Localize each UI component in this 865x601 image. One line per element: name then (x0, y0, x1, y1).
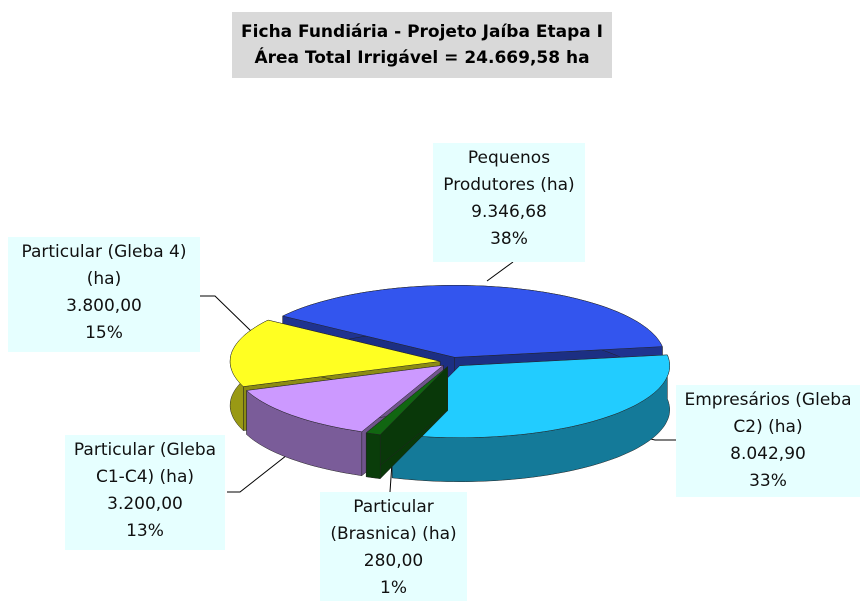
data-label: Empresários (Gleba C2) (ha) 8.042,90 33% (676, 385, 860, 497)
label-value: 280,00 (363, 551, 424, 571)
label-value: 8.042,90 (730, 444, 806, 464)
pie (229, 285, 670, 482)
slice-side (365, 432, 381, 479)
label-value: 9.346,68 (471, 202, 547, 222)
slice (365, 366, 448, 435)
slice (281, 285, 663, 358)
leader-line (200, 295, 253, 333)
title-box: Ficha Fundiária - Projeto Jaíba Etapa I … (232, 12, 612, 78)
label-percent: 15% (85, 323, 123, 343)
label-percent: 38% (490, 229, 528, 249)
label-percent: 1% (380, 578, 407, 598)
data-label: Particular (Gleba C1-C4) (ha) 3.200,00 13% (65, 435, 225, 550)
chart-title: Área Total Irrigável = 24.669,58 ha (254, 48, 590, 68)
label-name: Pequenos Produtores (ha) (443, 148, 575, 195)
chart-title: Ficha Fundiária - Projeto Jaíba Etapa I (241, 22, 603, 42)
data-label: Pequenos Produtores (ha) 9.346,68 38% (433, 143, 585, 262)
label-name: Particular (Gleba 4) (ha) (21, 242, 187, 289)
slice (391, 354, 670, 438)
label-percent: 13% (126, 521, 164, 541)
label-name: Particular (Gleba C1-C4) (ha) (73, 440, 217, 487)
slice (246, 364, 445, 432)
label-value: 3.800,00 (66, 296, 142, 316)
slice (229, 319, 441, 387)
label-name: Particular (Brasnica) (ha) (330, 497, 457, 544)
leader-line (486, 261, 514, 282)
slice (365, 365, 448, 480)
data-label: Particular (Gleba 4) (ha) 3.800,00 15% (8, 237, 200, 352)
label-percent: 33% (749, 471, 787, 491)
label-value: 3.200,00 (107, 494, 183, 514)
label-name: Empresários (Gleba C2) (ha) (684, 390, 852, 437)
data-label: Particular (Brasnica) (ha) 280,00 1% (320, 492, 467, 601)
